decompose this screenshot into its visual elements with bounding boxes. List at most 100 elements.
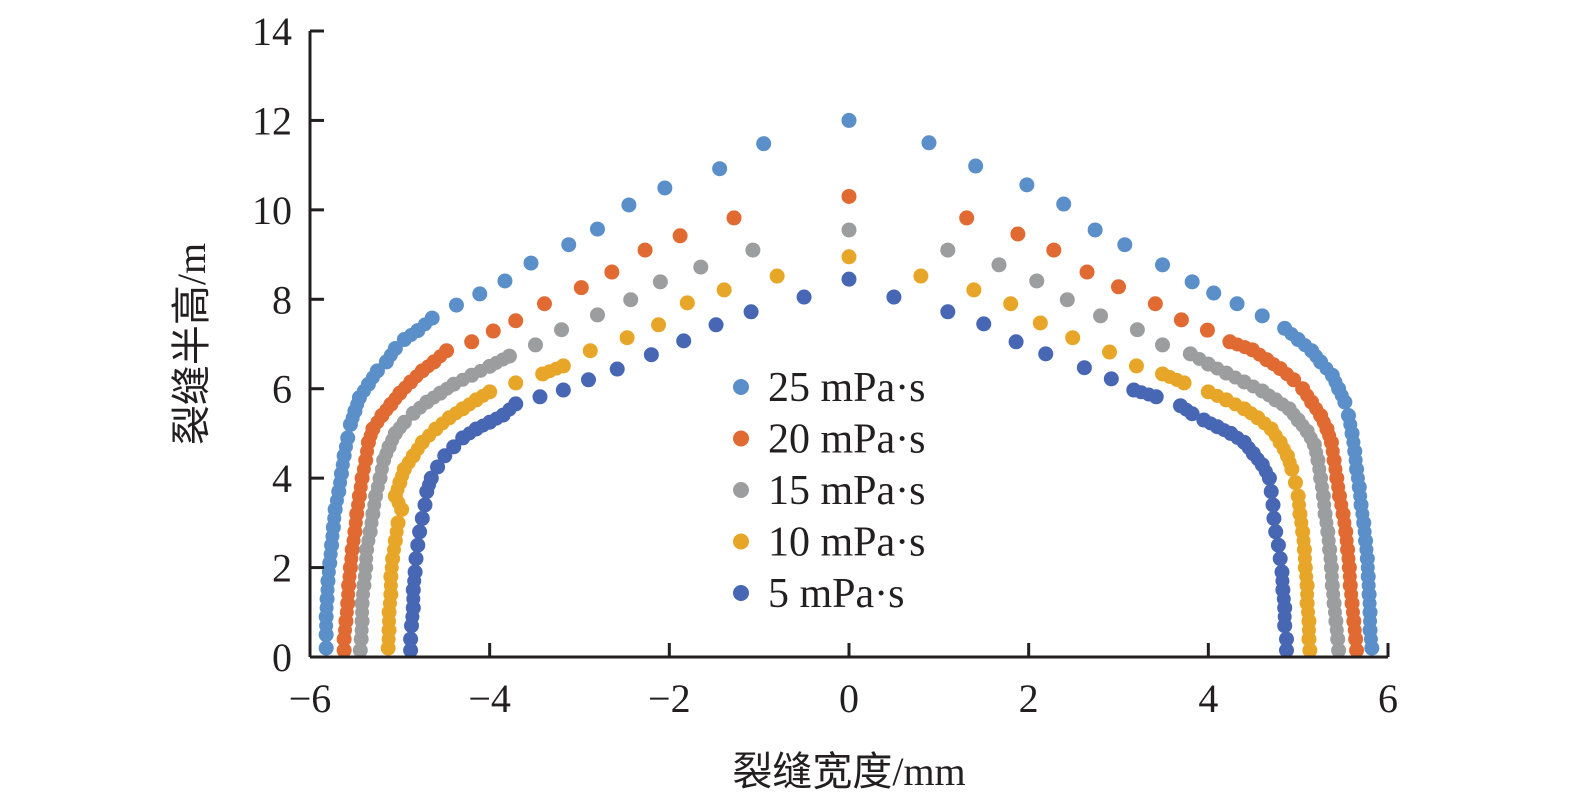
ticks: −6 −4 −2 0 2 4 6 0 2 4 6 8 10 12 14 bbox=[252, 9, 1398, 721]
data-point bbox=[1199, 322, 1215, 338]
data-point bbox=[1340, 542, 1356, 558]
data-point bbox=[353, 631, 369, 647]
data-point bbox=[1268, 524, 1284, 540]
data-point bbox=[319, 591, 335, 607]
data-point bbox=[940, 242, 956, 258]
data-point bbox=[1310, 452, 1326, 468]
data-point bbox=[676, 333, 692, 349]
data-point bbox=[1065, 330, 1081, 346]
data-point bbox=[1029, 273, 1045, 289]
data-point bbox=[555, 382, 571, 398]
data-point bbox=[354, 595, 370, 611]
y-tick-label: 12 bbox=[252, 98, 292, 143]
data-point bbox=[1337, 394, 1353, 410]
data-point bbox=[1360, 569, 1376, 585]
data-point bbox=[1111, 279, 1126, 295]
data-point bbox=[356, 577, 372, 593]
data-point bbox=[387, 425, 403, 441]
data-point bbox=[1351, 479, 1367, 495]
data-points bbox=[318, 112, 1380, 658]
y-tick-label: 2 bbox=[272, 546, 292, 591]
legend-marker bbox=[733, 482, 749, 498]
data-point bbox=[966, 282, 982, 298]
data-point bbox=[508, 313, 524, 329]
data-point bbox=[1344, 595, 1360, 611]
data-point bbox=[1349, 461, 1365, 477]
data-point bbox=[1364, 640, 1380, 656]
legend-marker bbox=[733, 379, 749, 395]
data-point bbox=[383, 586, 399, 602]
data-point bbox=[501, 348, 517, 364]
legend-item: 15 mPa·s bbox=[733, 468, 926, 514]
data-point bbox=[1147, 296, 1163, 312]
data-point bbox=[651, 317, 667, 333]
data-point bbox=[1155, 337, 1171, 353]
data-point bbox=[1290, 332, 1306, 348]
data-point bbox=[336, 448, 352, 464]
data-point bbox=[1344, 425, 1360, 441]
data-point bbox=[360, 376, 376, 392]
data-point bbox=[1236, 434, 1252, 450]
data-point bbox=[354, 613, 370, 629]
data-point bbox=[1200, 356, 1216, 372]
data-point bbox=[1342, 577, 1358, 593]
data-point bbox=[708, 317, 724, 333]
data-point bbox=[342, 560, 358, 576]
data-point bbox=[387, 340, 403, 356]
y-tick-label: 0 bbox=[272, 635, 292, 680]
y-tick-label: 4 bbox=[272, 456, 292, 501]
data-point bbox=[1056, 196, 1072, 212]
data-point bbox=[414, 434, 430, 450]
data-point bbox=[1236, 401, 1252, 417]
data-point bbox=[1284, 461, 1300, 477]
data-point bbox=[1250, 410, 1266, 426]
y-tick-label: 14 bbox=[252, 9, 292, 54]
data-point bbox=[1362, 622, 1378, 638]
data-point bbox=[1059, 292, 1075, 308]
data-point bbox=[1348, 631, 1364, 647]
data-point bbox=[412, 524, 428, 540]
data-point bbox=[652, 274, 668, 290]
data-point bbox=[1324, 367, 1340, 383]
data-point bbox=[1277, 600, 1293, 616]
data-point bbox=[1302, 642, 1318, 658]
data-point bbox=[1326, 452, 1342, 468]
data-point bbox=[403, 631, 419, 647]
data-point bbox=[381, 622, 397, 638]
data-point bbox=[394, 501, 410, 517]
x-axis-title: 裂缝宽度/mm bbox=[732, 749, 965, 794]
data-point bbox=[756, 136, 772, 152]
legend-marker bbox=[733, 533, 749, 550]
data-point bbox=[468, 421, 484, 437]
y-tick-label: 10 bbox=[252, 188, 292, 233]
data-point bbox=[1297, 560, 1313, 576]
data-point bbox=[359, 542, 375, 558]
data-point bbox=[508, 375, 524, 391]
data-point bbox=[1275, 582, 1291, 598]
data-point bbox=[1076, 360, 1092, 376]
data-point bbox=[396, 461, 412, 477]
data-point bbox=[1277, 320, 1293, 336]
data-point bbox=[1299, 595, 1315, 611]
data-point bbox=[336, 642, 352, 658]
data-point bbox=[1263, 484, 1279, 500]
legend: 25 mPa·s 20 mPa·s 15 mPa·s 10 mPa·s 5 mPa·s bbox=[733, 365, 926, 617]
data-point bbox=[365, 506, 381, 522]
data-point bbox=[582, 343, 598, 359]
data-point bbox=[1299, 577, 1315, 593]
data-point bbox=[1254, 308, 1270, 324]
data-point bbox=[1328, 613, 1344, 629]
data-point bbox=[392, 385, 408, 401]
legend-label: 15 mPa·s bbox=[768, 468, 926, 514]
data-point bbox=[351, 488, 367, 504]
data-point bbox=[1266, 510, 1282, 526]
data-point bbox=[324, 537, 340, 553]
data-point bbox=[1347, 443, 1363, 459]
data-point bbox=[1299, 423, 1315, 439]
data-point bbox=[338, 613, 354, 629]
data-point bbox=[1155, 366, 1171, 382]
data-point bbox=[1301, 613, 1317, 629]
data-point bbox=[385, 551, 401, 567]
data-point bbox=[1148, 389, 1164, 405]
